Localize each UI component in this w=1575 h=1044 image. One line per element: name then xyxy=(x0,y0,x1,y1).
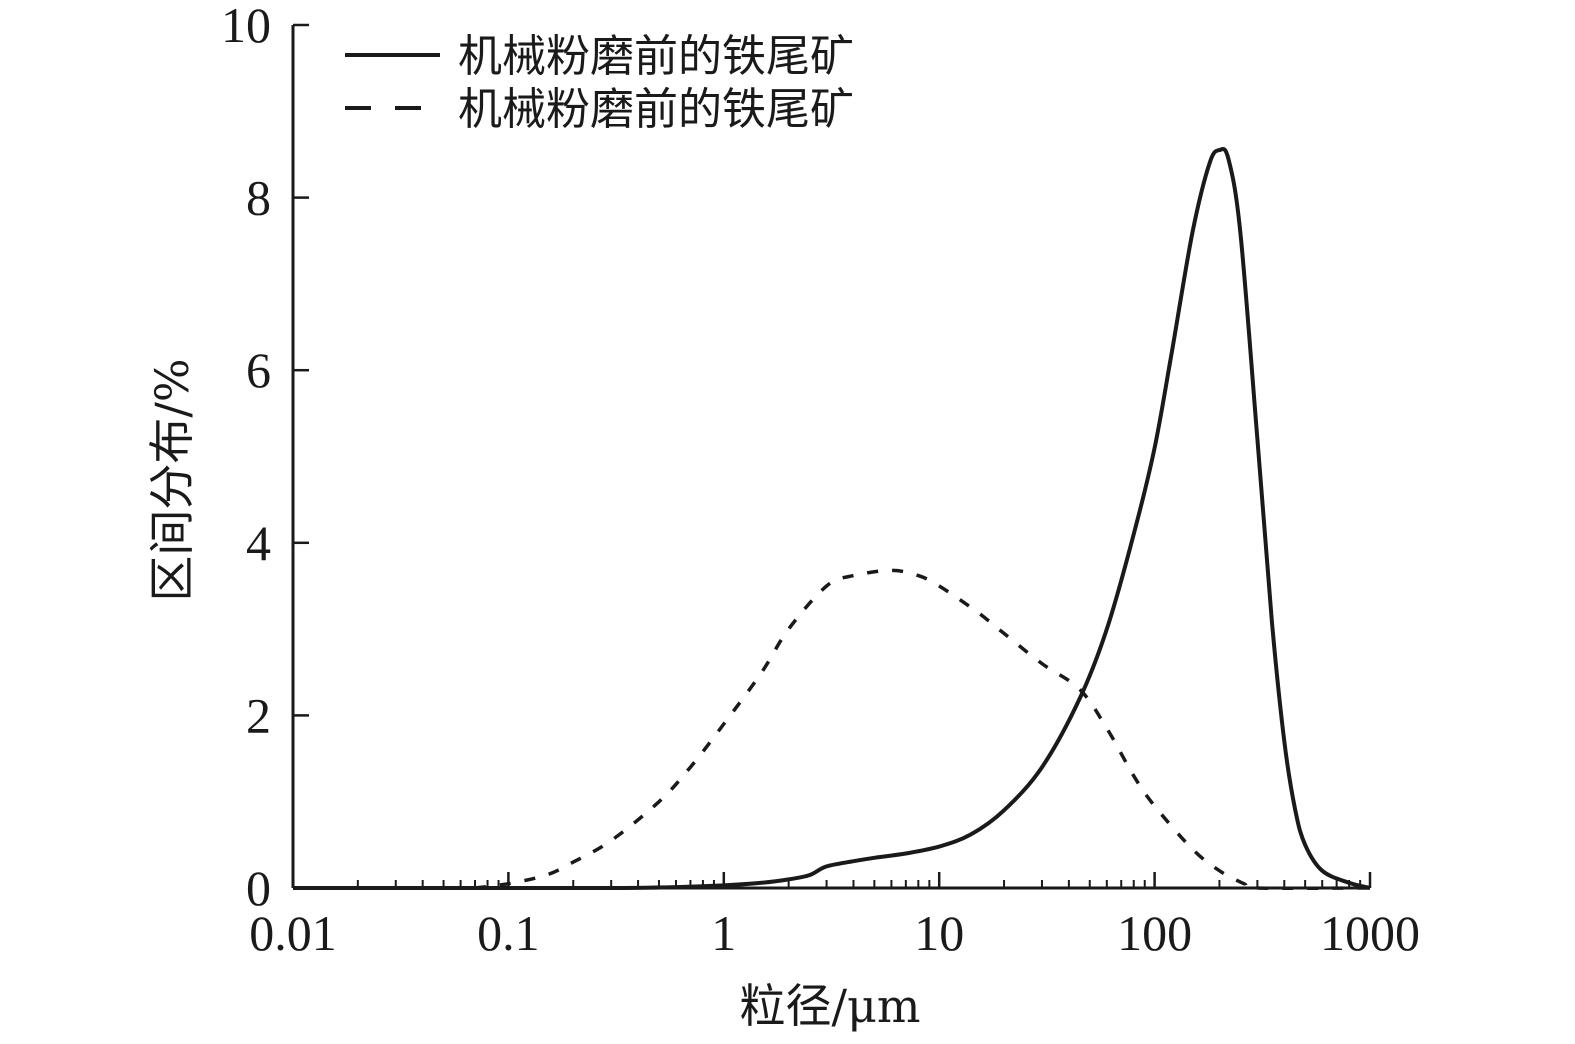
y-tick-label: 10 xyxy=(221,0,271,53)
x-tick-label: 100 xyxy=(1117,905,1192,961)
y-tick-label: 0 xyxy=(246,860,271,916)
x-tick-label: 10 xyxy=(914,905,964,961)
series-line-solid xyxy=(293,146,1371,891)
y-tick-label: 8 xyxy=(246,170,271,226)
y-tick-label: 6 xyxy=(246,342,271,398)
x-tick-label: 0.01 xyxy=(249,905,337,961)
axes: 0.01 0.1 1 10 100 1000 0 2 4 6 8 10 xyxy=(221,0,1420,961)
x-axis-title: 粒径/μm xyxy=(739,979,920,1033)
legend-label-solid: 机械粉磨前的铁尾矿 xyxy=(458,31,854,82)
x-tick-label: 0.1 xyxy=(477,905,540,961)
legend: 机械粉磨前的铁尾矿 机械粉磨前的铁尾矿 xyxy=(345,31,854,135)
y-tick-label: 4 xyxy=(246,515,271,571)
legend-label-dashed: 机械粉磨前的铁尾矿 xyxy=(458,84,854,135)
x-tick-label: 1 xyxy=(711,905,736,961)
y-tick-label: 2 xyxy=(246,687,271,743)
plot-area xyxy=(293,146,1371,891)
series-line-dashed xyxy=(474,568,1371,891)
x-tick-label: 1000 xyxy=(1320,905,1420,961)
y-axis-title: 区间分布/% xyxy=(145,358,199,601)
